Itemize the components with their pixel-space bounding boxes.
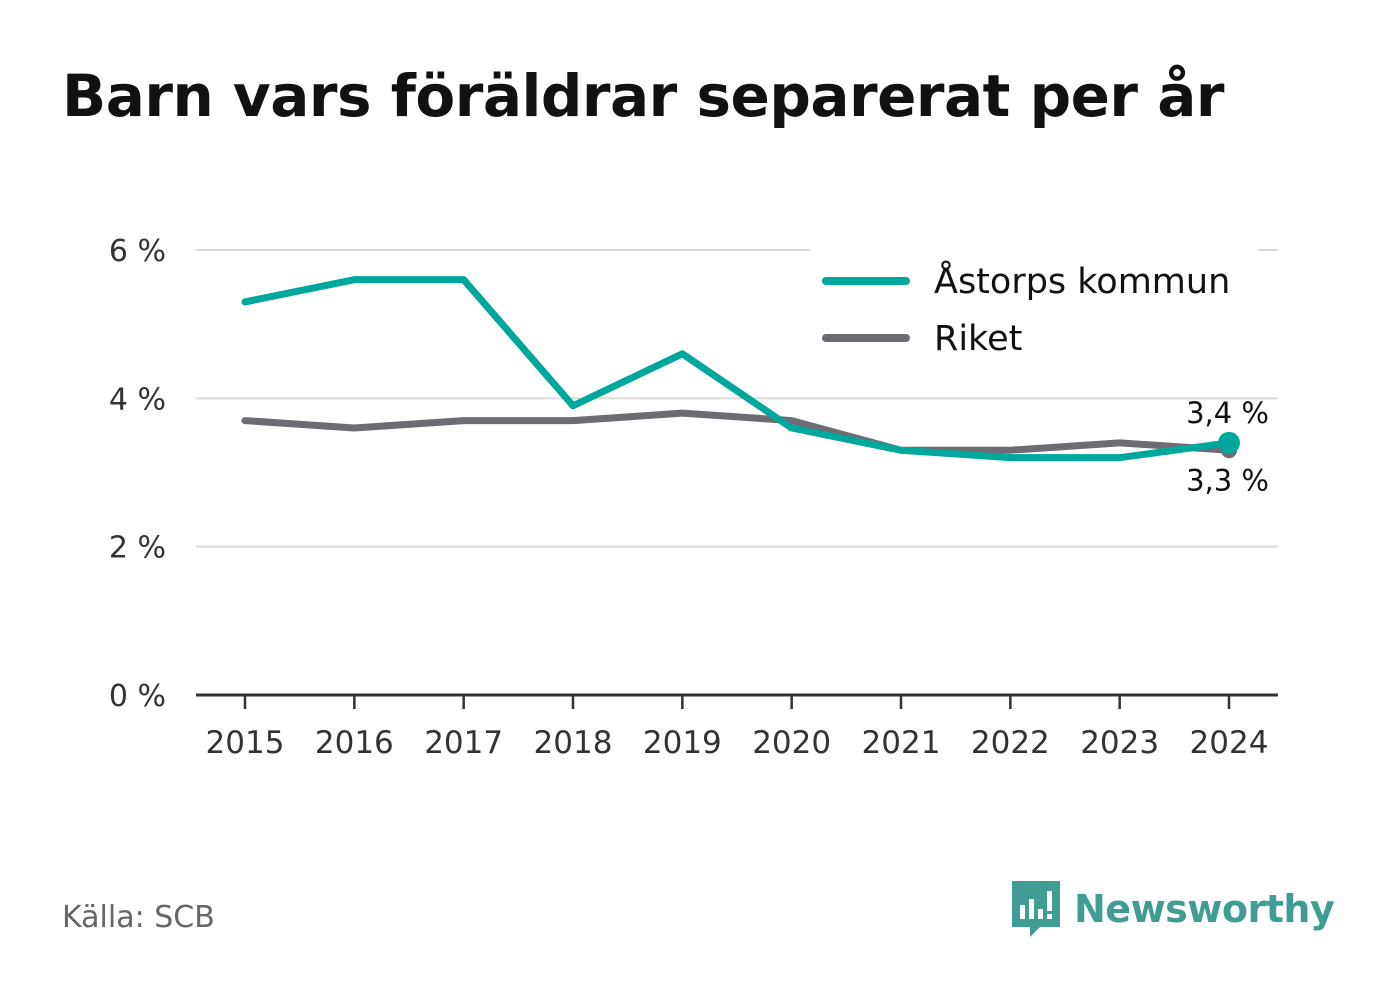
brand-name: Newsworthy (1074, 887, 1335, 931)
x-tick-label: 2022 (971, 725, 1050, 761)
brand: Newsworthy (1010, 878, 1335, 940)
x-tick-label: 2016 (315, 725, 394, 761)
newsworthy-logo-icon (1012, 881, 1060, 937)
x-tick-label: 2015 (206, 725, 285, 761)
series-lines (241, 276, 1240, 462)
x-axis: 2015 2016 2017 2018 2019 2020 2021 2022 2023 2024 (196, 693, 1278, 761)
series-line (241, 276, 1233, 462)
y-axis-ticks: 0 % 2 % 4 % 6 % (109, 234, 166, 714)
y-tick-label: 2 % (109, 531, 166, 566)
legend-label: Riket (934, 319, 1022, 359)
y-tick-label: 4 % (109, 382, 166, 417)
series-end-point (1218, 431, 1240, 454)
x-tick-label: 2017 (424, 725, 503, 761)
x-tick-label: 2018 (534, 725, 613, 761)
end-label-riket: 3,3 % (1186, 463, 1269, 497)
series-line (241, 409, 1233, 454)
end-labels: 3,4 % 3,3 % (1186, 396, 1269, 497)
x-tick-label: 2023 (1080, 725, 1159, 761)
x-tick-label: 2024 (1190, 725, 1269, 761)
source-note: Källa: SCB (62, 900, 215, 935)
y-tick-label: 6 % (109, 234, 166, 269)
legend-label: Åstorps kommun (934, 259, 1230, 302)
chart-title: Barn vars föräldrar separerat per år (62, 62, 1224, 130)
x-tick-label: 2019 (643, 725, 722, 761)
legend-background (810, 244, 1258, 366)
end-label-astorp: 3,4 % (1186, 396, 1269, 430)
x-tick-label: 2021 (862, 725, 941, 761)
y-tick-label: 0 % (109, 679, 166, 714)
legend: Åstorps kommun Riket (810, 244, 1258, 366)
x-tick-label: 2020 (752, 725, 831, 761)
